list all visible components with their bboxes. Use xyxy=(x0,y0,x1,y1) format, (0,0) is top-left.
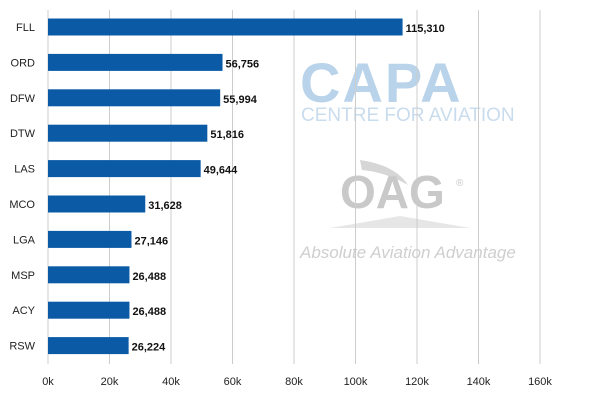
capa-watermark-logo: CAPA xyxy=(300,51,463,114)
category-label: MCO xyxy=(9,199,35,211)
x-tick-label: 120k xyxy=(405,376,429,388)
oag-watermark-logo: OAG xyxy=(340,166,445,218)
bar xyxy=(48,266,130,284)
data-label: 26,488 xyxy=(132,271,166,283)
bar xyxy=(48,301,130,319)
bar xyxy=(48,230,132,248)
bar xyxy=(48,18,403,36)
bar xyxy=(48,89,221,107)
category-labels: FLL ORD DFW DTW LAS MCO LGA MSP ACY RSW xyxy=(9,22,35,353)
x-tick-label: 160k xyxy=(528,376,552,388)
bar xyxy=(48,337,129,355)
oag-watermark-tagline: Absolute Aviation Advantage xyxy=(299,243,516,262)
category-label: DTW xyxy=(10,128,36,140)
data-label: 31,628 xyxy=(148,200,182,212)
capa-watermark-subtitle: CENTRE FOR AVIATION xyxy=(301,105,515,126)
oag-divider-icon xyxy=(330,216,470,228)
data-label: 51,816 xyxy=(210,129,244,141)
x-tick-label: 60k xyxy=(224,376,242,388)
category-label: LGA xyxy=(13,234,36,246)
oag-registered-mark: ® xyxy=(456,178,464,189)
x-tick-label: 40k xyxy=(162,376,180,388)
x-tick-label: 140k xyxy=(467,376,491,388)
value-labels: 115,310 56,756 55,994 51,816 49,644 31,628 27,… xyxy=(132,23,445,354)
category-label: DFW xyxy=(10,93,36,105)
category-label: ORD xyxy=(11,57,36,69)
bar xyxy=(48,124,208,142)
bar xyxy=(48,160,201,178)
oag-swoosh-icon xyxy=(360,160,408,185)
category-label: ACY xyxy=(12,305,35,317)
category-label: MSP xyxy=(11,270,35,282)
x-tick-label: 80k xyxy=(285,376,303,388)
data-label: 115,310 xyxy=(406,23,445,35)
data-label: 56,756 xyxy=(226,58,260,70)
x-tick-label: 100k xyxy=(344,376,368,388)
data-label: 27,146 xyxy=(134,235,168,247)
x-tick-label: 0k xyxy=(42,376,54,388)
bar xyxy=(48,53,223,71)
data-label: 55,994 xyxy=(223,94,258,106)
bars xyxy=(48,18,403,355)
category-label: FLL xyxy=(16,22,35,34)
bar xyxy=(48,195,146,213)
category-label: RSW xyxy=(9,341,35,353)
category-label: LAS xyxy=(14,164,35,176)
data-label: 49,644 xyxy=(204,165,239,177)
x-tick-label: 20k xyxy=(101,376,119,388)
x-axis-tick-labels: 0k 20k 40k 60k 80k 100k 120k 140k 160k xyxy=(42,376,552,388)
data-label: 26,488 xyxy=(132,306,166,318)
data-label: 26,224 xyxy=(132,342,167,354)
watermark: CAPA CENTRE FOR AVIATION OAG ® Absolute … xyxy=(299,51,516,262)
